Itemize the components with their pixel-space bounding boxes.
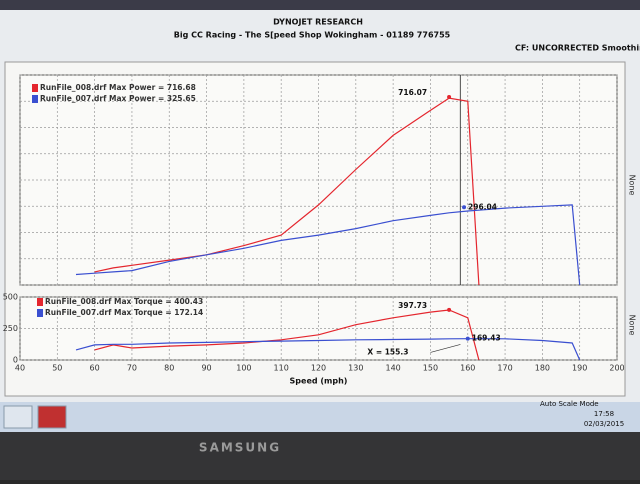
header-subtitle: Big CC Racing - The S[peed Shop Wokingha… [174, 31, 451, 40]
y-tick-label: 0 [13, 356, 18, 365]
legend-swatch [37, 309, 43, 317]
annotation: X = 155.3 [367, 347, 408, 356]
clock-time: 17:58 [594, 410, 614, 418]
x-tick-label: 180 [535, 364, 550, 373]
annotation: 169.43 [472, 334, 501, 343]
legend-swatch [32, 84, 38, 92]
data-line [75, 338, 581, 361]
x-tick-label: 140 [385, 364, 400, 373]
x-tick-label: 60 [90, 364, 100, 373]
header-title: DYNOJET RESEARCH [273, 18, 363, 27]
legend-entry: RunFile_008.drf Max Power = 716.68 [40, 83, 196, 92]
annotation-marker [462, 205, 467, 210]
x-tick-label: 160 [460, 364, 475, 373]
x-tick-label: 50 [52, 364, 62, 373]
header-correction: CF: UNCORRECTED Smoothing [515, 44, 640, 53]
right-axis-label: None [628, 175, 637, 196]
x-tick-label: 40 [15, 364, 25, 373]
x-tick-label: 150 [423, 364, 438, 373]
annotation: 296.04 [468, 202, 497, 211]
data-line [75, 204, 581, 286]
taskbar-icon[interactable] [3, 405, 33, 429]
y-tick-label: 250 [3, 324, 18, 333]
x-tick-label: 170 [497, 364, 512, 373]
legend-entry: RunFile_007.drf Max Torque = 172.14 [45, 308, 203, 317]
x-axis-label: Speed (mph) [290, 377, 348, 386]
status-mode: Auto Scale Mode [540, 400, 599, 408]
right-axis-label: None [628, 315, 637, 336]
monitor-brand: SAMSUNG [199, 441, 281, 455]
x-tick-label: 100 [236, 364, 251, 373]
title-bar [0, 0, 640, 10]
y-tick-label: 500 [3, 293, 18, 302]
x-tick-label: 70 [127, 364, 137, 373]
x-tick-label: 130 [348, 364, 363, 373]
monitor-bezel [0, 432, 640, 480]
clock-date: 02/03/2015 [584, 420, 624, 428]
annotation-pointer [430, 344, 461, 353]
x-tick-label: 110 [274, 364, 289, 373]
x-tick-label: 190 [572, 364, 587, 373]
annotation: 716.07 [398, 88, 427, 97]
taskbar [0, 402, 640, 432]
legend-entry: RunFile_008.drf Max Torque = 400.43 [45, 297, 203, 306]
legend-swatch [37, 298, 43, 306]
data-line [94, 309, 480, 361]
annotation-marker [465, 336, 470, 341]
taskbar-icon[interactable] [37, 405, 67, 429]
legend-swatch [32, 95, 38, 103]
annotation-marker [447, 95, 452, 100]
legend-entry: RunFile_007.drf Max Power = 325.65 [40, 94, 196, 103]
x-tick-label: 200 [609, 364, 624, 373]
annotation: 397.73 [398, 301, 427, 310]
x-tick-label: 90 [201, 364, 211, 373]
data-line [94, 97, 480, 286]
annotation-marker [447, 307, 452, 312]
x-tick-label: 80 [164, 364, 174, 373]
x-tick-label: 120 [311, 364, 326, 373]
